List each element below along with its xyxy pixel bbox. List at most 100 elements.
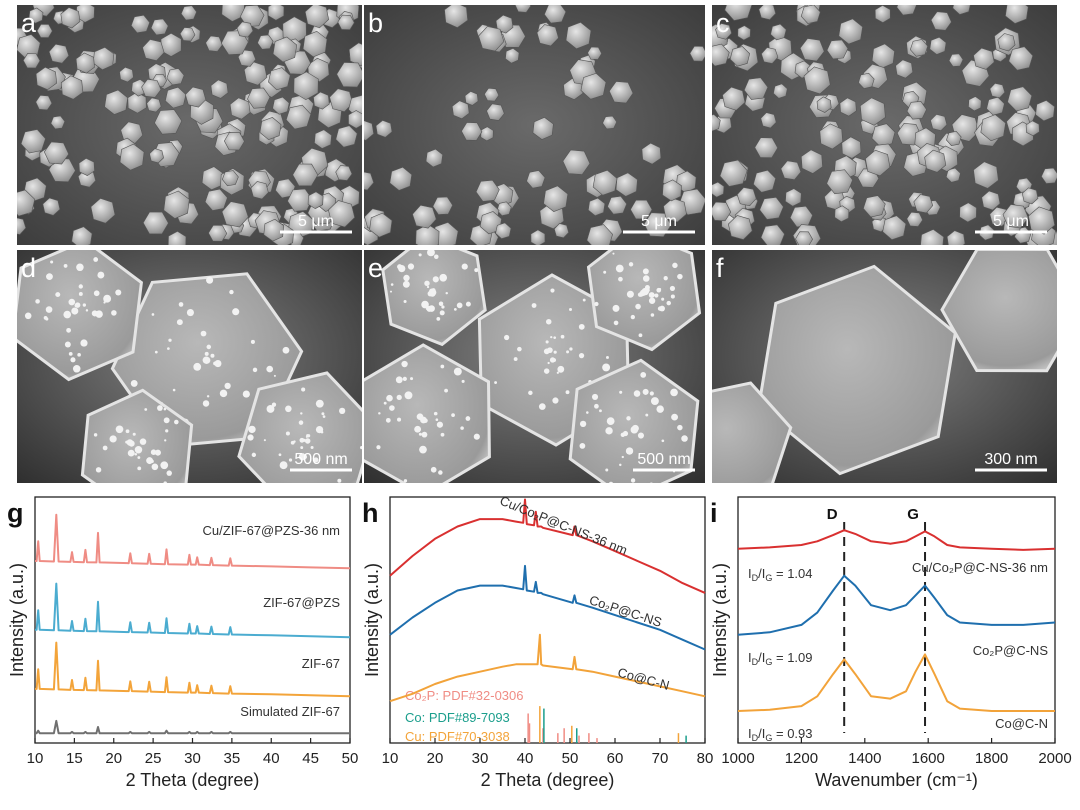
nanoparticle xyxy=(247,434,254,441)
x-tick-label: 1600 xyxy=(912,750,945,767)
nanoparticle xyxy=(439,310,445,316)
nanoparticle xyxy=(154,449,161,456)
particle xyxy=(204,188,228,211)
nanoparticle xyxy=(204,357,210,363)
nanoparticle xyxy=(206,276,214,284)
nanoparticle xyxy=(266,365,274,373)
particle xyxy=(1035,100,1055,122)
nanoparticle xyxy=(389,405,395,411)
particle xyxy=(543,185,569,212)
particle xyxy=(592,169,618,196)
image-label: b xyxy=(368,8,383,38)
nanoparticle xyxy=(397,417,402,422)
particle xyxy=(562,149,591,175)
sem-content xyxy=(17,250,362,489)
series-line xyxy=(737,653,1055,712)
particle xyxy=(335,125,358,148)
x-tick-label: 80 xyxy=(697,750,714,767)
particle xyxy=(959,202,977,223)
particle xyxy=(71,226,93,245)
nanoparticle xyxy=(613,320,619,326)
nanoparticle xyxy=(156,483,162,489)
particle xyxy=(946,230,966,245)
nanoparticle xyxy=(109,435,117,443)
nanoparticle xyxy=(68,351,73,356)
y-axis-title: Intensity (a.u.) xyxy=(7,563,27,677)
particle xyxy=(17,217,27,235)
nanoparticle xyxy=(460,426,464,430)
nanoparticle xyxy=(271,402,277,407)
crystal xyxy=(80,388,194,483)
particle xyxy=(565,21,592,50)
particle xyxy=(712,181,725,198)
x-tick-label: 1000 xyxy=(721,750,754,767)
nanoparticle xyxy=(74,303,78,308)
particle xyxy=(35,66,58,91)
particle xyxy=(773,83,788,99)
particle xyxy=(104,89,129,115)
nanoparticle xyxy=(193,362,202,371)
reference-legend: Co₂P: PDF#32-0306 xyxy=(405,688,524,703)
particle xyxy=(980,114,1006,142)
particle xyxy=(475,179,500,202)
particle xyxy=(819,123,844,150)
nanoparticle xyxy=(107,483,112,488)
ratio-label: ID/IG = 1.09 xyxy=(748,650,813,667)
particle xyxy=(221,201,249,228)
reference-legend: Cu: PDF#70-3038 xyxy=(405,729,510,744)
sem-content xyxy=(17,5,362,245)
particle xyxy=(1005,5,1029,24)
nanoparticle xyxy=(418,253,422,257)
nanoparticle xyxy=(299,437,305,443)
nanoparticle xyxy=(186,309,194,317)
nanoparticle xyxy=(579,420,587,428)
nanoparticle xyxy=(644,285,650,290)
nanoparticle xyxy=(569,347,573,351)
particle xyxy=(141,78,162,98)
series-line xyxy=(35,582,351,639)
nanoparticle xyxy=(134,445,143,454)
nanoparticle xyxy=(338,407,346,415)
particle xyxy=(263,218,285,242)
nanoparticle xyxy=(403,479,408,483)
nanoparticle xyxy=(453,307,457,311)
reference-legend: Co: PDF#89-7093 xyxy=(405,710,510,725)
nanoparticle xyxy=(111,310,117,316)
nanoparticle xyxy=(389,290,392,293)
particle xyxy=(167,230,187,245)
particle xyxy=(479,211,502,235)
nanoparticle xyxy=(150,459,154,464)
nanoparticle xyxy=(549,357,556,363)
particle xyxy=(948,53,964,67)
particle xyxy=(906,101,927,120)
nanoparticle xyxy=(453,367,462,376)
particle xyxy=(859,97,886,126)
particle xyxy=(160,32,182,57)
nanoparticle xyxy=(128,440,135,447)
particle xyxy=(1028,206,1056,235)
ratio-label-part: G xyxy=(765,573,772,583)
x-tick-label: 10 xyxy=(382,750,399,767)
nanoparticle xyxy=(144,408,148,411)
nanoparticle xyxy=(436,317,441,321)
nanoparticle xyxy=(605,427,613,435)
nanoparticle xyxy=(550,288,555,293)
ratio-label-part: I xyxy=(748,726,752,741)
nanoparticle xyxy=(321,412,325,416)
nanoparticle xyxy=(612,252,615,255)
nanoparticle xyxy=(178,302,184,307)
nanoparticle xyxy=(618,276,623,282)
nanoparticle xyxy=(543,368,550,374)
nanoparticle xyxy=(605,468,609,472)
particle xyxy=(166,68,185,86)
nanoparticle xyxy=(553,350,557,354)
particle xyxy=(530,229,546,245)
nanoparticle xyxy=(80,339,88,347)
nanoparticle xyxy=(163,481,167,483)
particle xyxy=(760,112,777,129)
particle xyxy=(461,122,483,141)
particle xyxy=(952,5,971,15)
x-tick-label: 30 xyxy=(472,750,489,767)
nanoparticle xyxy=(24,312,32,320)
particle xyxy=(929,36,947,55)
